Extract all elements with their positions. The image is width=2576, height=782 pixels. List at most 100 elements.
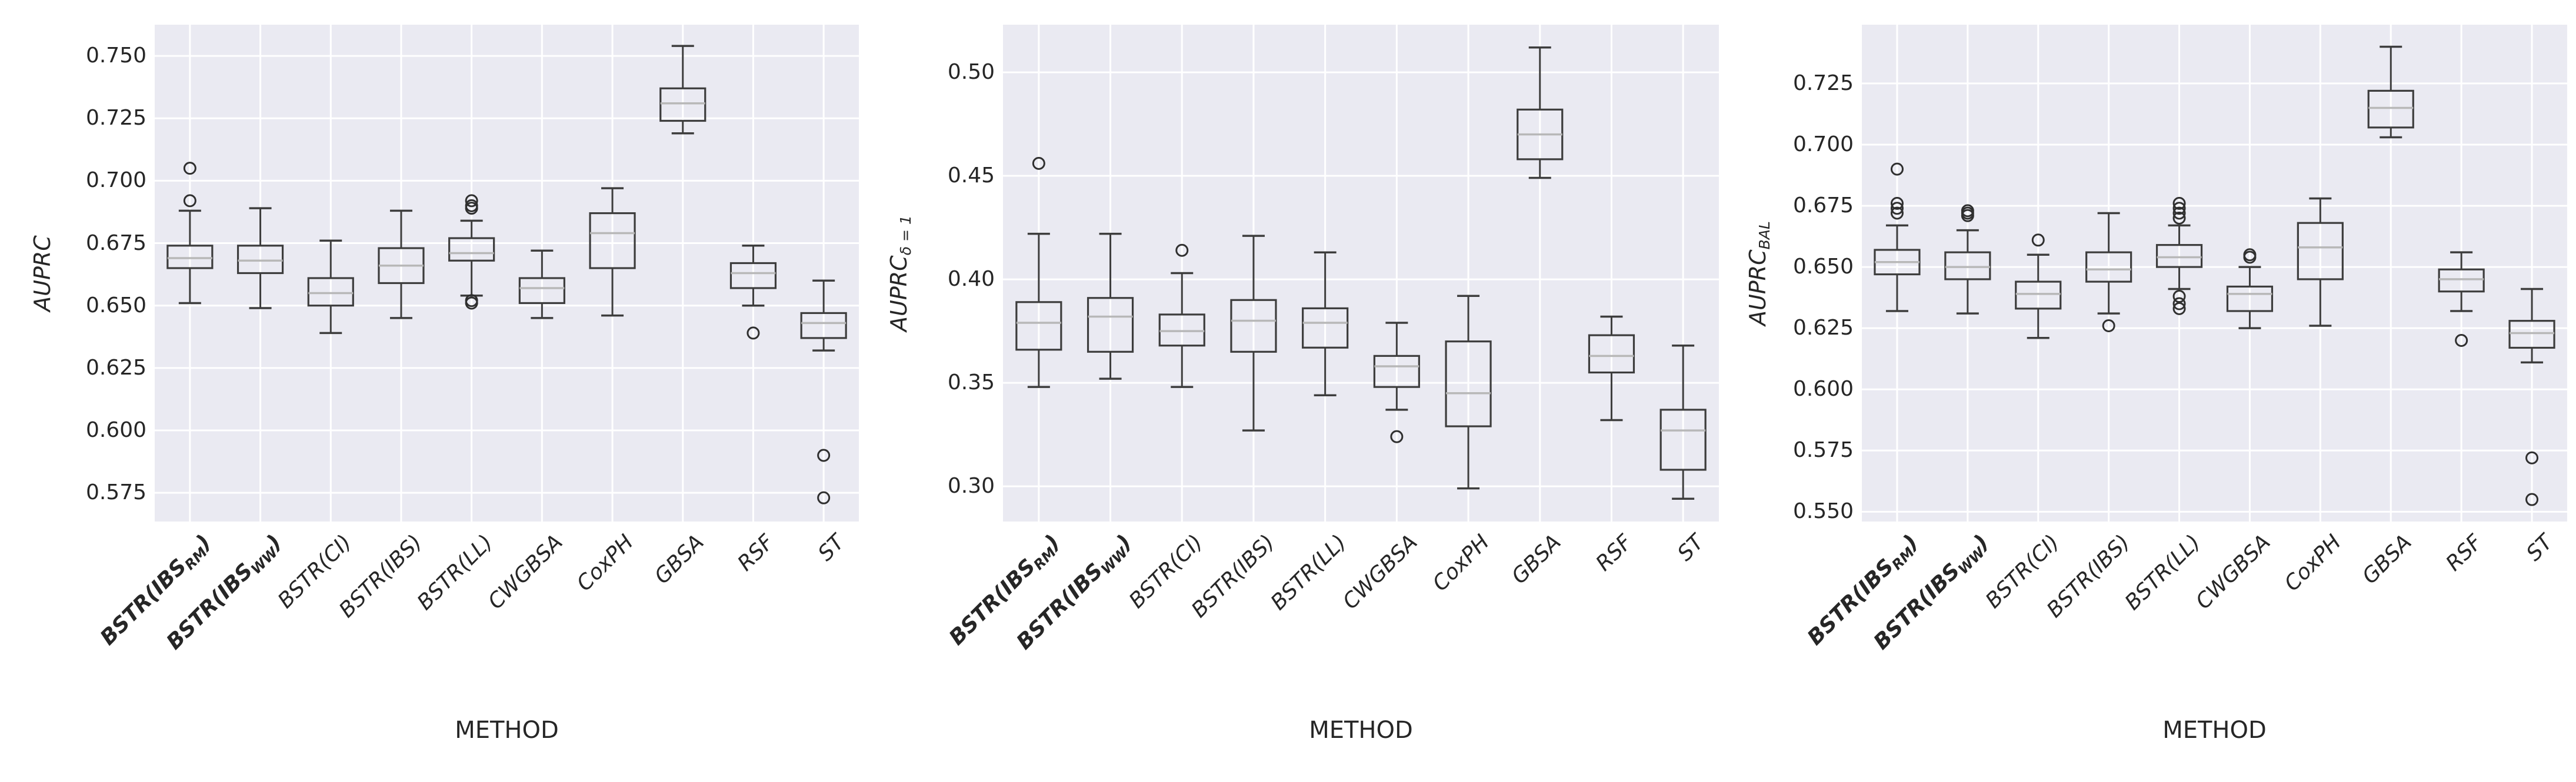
outlier-point: [2172, 290, 2186, 303]
y-tick-label: 0.650: [85, 293, 146, 318]
outlier-point: [747, 326, 760, 340]
box-iqr: [800, 312, 847, 339]
y-tick-label: 0.700: [1792, 132, 1854, 156]
box-iqr: [448, 237, 495, 262]
y-tick-label: 0.40: [947, 267, 995, 292]
y-tick-label: 0.725: [85, 106, 146, 131]
y-axis-label-text: AUPRC: [886, 255, 912, 332]
y-tick-label: 0.625: [85, 355, 146, 380]
x-axis-label: METHOD: [455, 717, 559, 744]
outlier-point: [1175, 243, 1189, 257]
y-tick-label: 0.600: [1792, 377, 1854, 402]
boxplot-canvas-0: [155, 25, 859, 522]
box-cwgbsa: [2226, 248, 2274, 329]
method-label-text: CoxPH: [2280, 530, 2347, 596]
box-bstr-ibs-rm-: [1015, 156, 1062, 388]
y-tick-label: 0.650: [1792, 255, 1854, 279]
y-tick-label: 0.700: [85, 168, 146, 193]
box-st: [2508, 288, 2555, 506]
box-bstr-ibs-: [1230, 235, 1277, 432]
outlier-point: [2455, 333, 2468, 347]
outlier-point: [1890, 196, 1904, 210]
box-gbsa: [2367, 45, 2414, 139]
outlier-point: [2102, 319, 2115, 332]
y-tick-label: 0.725: [1792, 71, 1854, 95]
box-iqr: [518, 277, 565, 305]
box-gbsa: [1517, 46, 1564, 179]
box-bstr-ci-: [307, 239, 354, 335]
box-rsf: [2438, 251, 2485, 347]
box-bstr-ibs-ww-: [236, 207, 284, 309]
method-label-text: GBSA: [2358, 530, 2417, 589]
box-coxph: [1445, 295, 1492, 490]
outlier-point: [2172, 297, 2186, 310]
boxplot-canvas-1: [1003, 25, 1719, 522]
y-tick-label: 0.675: [1792, 193, 1854, 218]
y-axis-label-text: AUPRC: [29, 235, 55, 312]
box-bstr-ibs-ww-: [1087, 232, 1134, 380]
y-tick-label: 0.550: [1792, 499, 1854, 524]
box-bstr-ibs-rm-: [1874, 162, 1921, 312]
box-bstr-ll-: [448, 194, 495, 310]
method-label-text: ST: [814, 530, 849, 566]
y-axis-label: AUPRCδ = 1: [885, 68, 914, 479]
box-bstr-ci-: [2015, 233, 2062, 339]
box-bstr-ll-: [2155, 196, 2203, 315]
method-label-text: ST: [1673, 530, 1709, 566]
x-axis-label: METHOD: [2162, 717, 2267, 744]
y-tick-label: 0.675: [85, 230, 146, 255]
method-label-text: RSF: [1591, 530, 1638, 576]
outlier-point: [465, 296, 478, 310]
axes-background: [1003, 25, 1719, 522]
y-tick-label: 0.45: [947, 163, 995, 188]
box-bstr-ibs-: [2085, 212, 2132, 332]
method-label-text: GBSA: [649, 530, 709, 589]
box-iqr: [729, 262, 777, 289]
box-iqr: [1087, 297, 1134, 353]
box-iqr: [2367, 89, 2414, 129]
box-iqr: [1659, 409, 1707, 471]
figure: 0.575 0.600 0.625 0.650 0.675 0.700 0.725 0.750…: [29, 25, 2567, 744]
box-iqr: [1230, 299, 1277, 353]
box-cwgbsa: [518, 249, 565, 319]
box-iqr: [2297, 222, 2344, 280]
outlier-point: [1890, 202, 1904, 215]
method-label-text: RSF: [733, 530, 779, 576]
outlier-point: [465, 194, 478, 208]
box-iqr: [589, 212, 636, 269]
method-label-text: GBSA: [1507, 530, 1566, 589]
y-axis-label-text: AUPRC: [1745, 249, 1771, 326]
x-axis-label: METHOD: [1309, 717, 1413, 744]
axes-background: [1862, 25, 2567, 522]
box-bstr-ibs-: [378, 209, 425, 319]
box-iqr: [2508, 320, 2555, 349]
box-iqr: [2015, 280, 2062, 310]
method-label-text: CoxPH: [572, 530, 638, 596]
outlier-point: [2243, 248, 2257, 262]
box-iqr: [659, 87, 707, 122]
boxplot-canvas-2: [1862, 25, 2567, 522]
outlier-point: [2172, 206, 2186, 220]
outlier-point: [1890, 206, 1904, 220]
y-tick-label: 0.50: [947, 59, 995, 84]
box-coxph: [2297, 197, 2344, 327]
y-tick-label: 0.575: [1792, 438, 1854, 463]
box-iqr: [1445, 340, 1492, 427]
y-axis-label-subscript: BAL: [1756, 220, 1774, 249]
y-tick-label: 0.600: [85, 418, 146, 442]
outlier-point: [2172, 302, 2186, 315]
outlier-point: [183, 162, 196, 175]
outlier-point: [2525, 451, 2539, 464]
box-iqr: [1944, 251, 1991, 280]
outlier-point: [465, 199, 478, 212]
outlier-point: [183, 194, 196, 208]
outlier-point: [2172, 196, 2186, 210]
box-rsf: [729, 245, 777, 340]
outlier-point: [1890, 162, 1904, 176]
box-iqr: [1158, 313, 1205, 347]
box-iqr: [1015, 301, 1062, 351]
y-tick-label: 0.625: [1792, 316, 1854, 340]
box-st: [1659, 344, 1707, 500]
box-bstr-ll-: [1302, 251, 1349, 396]
y-axis-label: AUPRC: [29, 68, 56, 479]
